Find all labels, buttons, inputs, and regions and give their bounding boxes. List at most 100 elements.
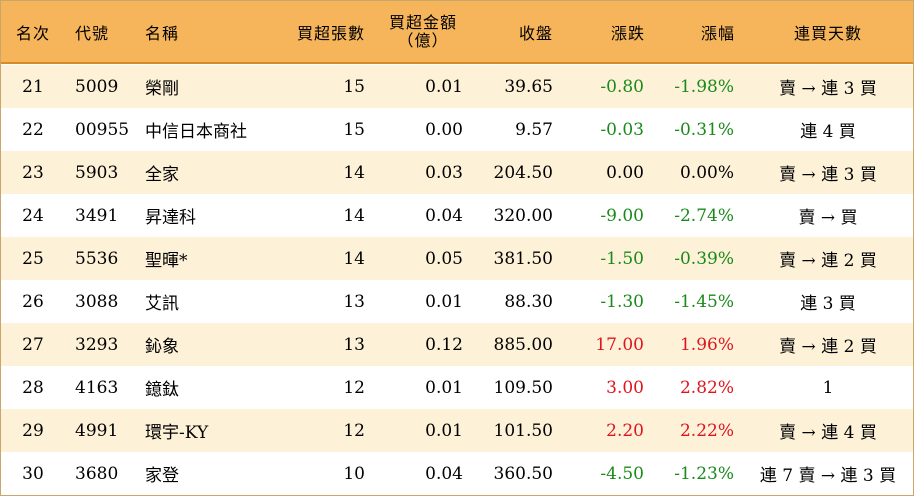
- cell-rank: 21: [22, 76, 44, 97]
- cell-net-buy-amount: 0.01: [425, 377, 463, 398]
- cell-consecutive-days: 賣 → 連 3 買: [779, 79, 877, 99]
- cell-change-pct: 0.00%: [679, 162, 734, 183]
- header-name[interactable]: 名稱: [145, 23, 180, 43]
- cell-net-buy-lots: 14: [343, 205, 365, 226]
- cell-net-buy-lots: 14: [343, 162, 365, 183]
- cell-name: 家登: [145, 466, 179, 486]
- header-change[interactable]: 漲跌: [610, 23, 645, 43]
- cell-change-pct: -1.23%: [674, 463, 734, 484]
- cell-change-pct: -1.98%: [674, 76, 734, 97]
- cell-rank: 25: [22, 248, 44, 269]
- cell-rank: 23: [22, 162, 44, 183]
- header-net-buy-amount-line2: （億）: [397, 30, 449, 50]
- table-row[interactable]: 25 5536 聖暉* 14 0.05 381.50 -1.50 -0.39% 賣 → 連 2 …: [1, 237, 913, 280]
- cell-close: 88.30: [504, 291, 553, 312]
- cell-consecutive-days: 連 3 買: [800, 294, 856, 314]
- cell-net-buy-amount: 0.04: [425, 205, 463, 226]
- cell-code: 4991: [75, 420, 119, 441]
- cell-code: 3680: [75, 463, 119, 484]
- cell-consecutive-days: 賣 → 連 3 買: [779, 165, 877, 185]
- cell-net-buy-amount: 0.12: [425, 334, 463, 355]
- cell-change: -9.00: [600, 205, 644, 226]
- cell-name: 全家: [145, 165, 179, 185]
- cell-code: 5536: [75, 248, 119, 269]
- cell-name: 聖暉*: [145, 251, 188, 271]
- cell-code: 3491: [75, 205, 119, 226]
- cell-name: 昇達科: [145, 208, 196, 228]
- cell-code: 3088: [75, 291, 119, 312]
- cell-change-pct: 2.22%: [679, 420, 734, 441]
- cell-net-buy-amount: 0.05: [425, 248, 463, 269]
- cell-name: 艾訊: [145, 294, 179, 314]
- cell-net-buy-lots: 12: [343, 420, 365, 441]
- cell-close: 381.50: [493, 248, 553, 269]
- cell-net-buy-lots: 10: [343, 463, 365, 484]
- table-row[interactable]: 21 5009 榮剛 15 0.01 39.65 -0.80 -1.98% 賣 → 連 3 買: [1, 65, 913, 108]
- cell-change-pct: -0.31%: [674, 119, 734, 140]
- table-header: 名次 代號 名稱 買超張數 買超金額 （億） 收盤 漲跌 漲幅 連買天數: [1, 1, 913, 64]
- cell-net-buy-amount: 0.00: [425, 119, 463, 140]
- cell-net-buy-amount: 0.04: [425, 463, 463, 484]
- cell-close: 320.00: [493, 205, 553, 226]
- cell-net-buy-lots: 15: [343, 119, 365, 140]
- cell-close: 204.50: [493, 162, 553, 183]
- cell-net-buy-amount: 0.01: [425, 420, 463, 441]
- cell-change: -0.80: [600, 76, 644, 97]
- cell-consecutive-days: 1: [822, 377, 834, 398]
- header-rank[interactable]: 名次: [15, 23, 50, 43]
- cell-change: -4.50: [600, 463, 644, 484]
- table-row[interactable]: 24 3491 昇達科 14 0.04 320.00 -9.00 -2.74% 賣 → 買: [1, 194, 913, 237]
- header-net-buy-amount-line1: 買超金額: [388, 12, 457, 32]
- cell-net-buy-amount: 0.03: [425, 162, 463, 183]
- cell-consecutive-days: 連 4 買: [800, 122, 856, 142]
- cell-change: 3.00: [606, 377, 644, 398]
- cell-rank: 29: [22, 420, 44, 441]
- table-row[interactable]: 28 4163 鐿鈦 12 0.01 109.50 3.00 2.82% 1: [1, 366, 913, 409]
- cell-close: 885.00: [493, 334, 553, 355]
- cell-change-pct: 2.82%: [679, 377, 734, 398]
- cell-rank: 26: [22, 291, 44, 312]
- cell-net-buy-amount: 0.01: [425, 76, 463, 97]
- header-close[interactable]: 收盤: [518, 23, 553, 43]
- header-change-pct[interactable]: 漲幅: [700, 23, 735, 43]
- header-net-buy-lots[interactable]: 買超張數: [296, 23, 365, 43]
- table-row[interactable]: 22 00955 中信日本商社 15 0.00 9.57 -0.03 -0.31% 連 4 買: [1, 108, 913, 151]
- cell-change: -1.50: [600, 248, 644, 269]
- header-code[interactable]: 代號: [75, 23, 110, 43]
- cell-change: 17.00: [595, 334, 644, 355]
- cell-consecutive-days: 賣 → 連 2 買: [779, 337, 877, 357]
- cell-net-buy-lots: 15: [343, 76, 365, 97]
- cell-change: -1.30: [600, 291, 644, 312]
- table-row[interactable]: 29 4991 環宇-KY 12 0.01 101.50 2.20 2.22% 賣 → 連 4 …: [1, 409, 913, 452]
- table-row[interactable]: 27 3293 鈊象 13 0.12 885.00 17.00 1.96% 賣 → 連 2 買: [1, 323, 913, 366]
- table-row[interactable]: 23 5903 全家 14 0.03 204.50 0.00 0.00% 賣 → 連 3 買: [1, 151, 913, 194]
- cell-code: 4163: [75, 377, 119, 398]
- cell-name: 鈊象: [145, 337, 179, 357]
- cell-net-buy-lots: 13: [343, 291, 365, 312]
- cell-consecutive-days: 連 7 賣 → 連 3 買: [759, 466, 897, 486]
- cell-name: 中信日本商社: [145, 122, 247, 142]
- cell-net-buy-lots: 12: [343, 377, 365, 398]
- cell-consecutive-days: 賣 → 買: [798, 208, 858, 228]
- cell-code: 00955: [75, 119, 130, 140]
- cell-close: 39.65: [504, 76, 553, 97]
- header-net-buy-amount[interactable]: 買超金額 （億）: [375, 1, 471, 62]
- cell-close: 9.57: [515, 119, 553, 140]
- cell-change-pct: -1.45%: [674, 291, 734, 312]
- cell-rank: 30: [22, 463, 44, 484]
- table-row[interactable]: 30 3680 家登 10 0.04 360.50 -4.50 -1.23% 連 7 賣 → 連…: [1, 452, 913, 495]
- cell-consecutive-days: 賣 → 連 4 買: [779, 423, 877, 443]
- cell-change-pct: -2.74%: [674, 205, 734, 226]
- cell-name: 鐿鈦: [145, 380, 179, 400]
- cell-change: 2.20: [606, 420, 644, 441]
- cell-change: 0.00: [606, 162, 644, 183]
- cell-change: -0.03: [600, 119, 644, 140]
- header-consecutive-days[interactable]: 連買天數: [793, 23, 862, 43]
- cell-code: 3293: [75, 334, 119, 355]
- table-row[interactable]: 26 3088 艾訊 13 0.01 88.30 -1.30 -1.45% 連 3 買: [1, 280, 913, 323]
- cell-close: 109.50: [493, 377, 553, 398]
- cell-name: 榮剛: [145, 79, 179, 99]
- cell-change-pct: 1.96%: [679, 334, 734, 355]
- cell-rank: 24: [22, 205, 44, 226]
